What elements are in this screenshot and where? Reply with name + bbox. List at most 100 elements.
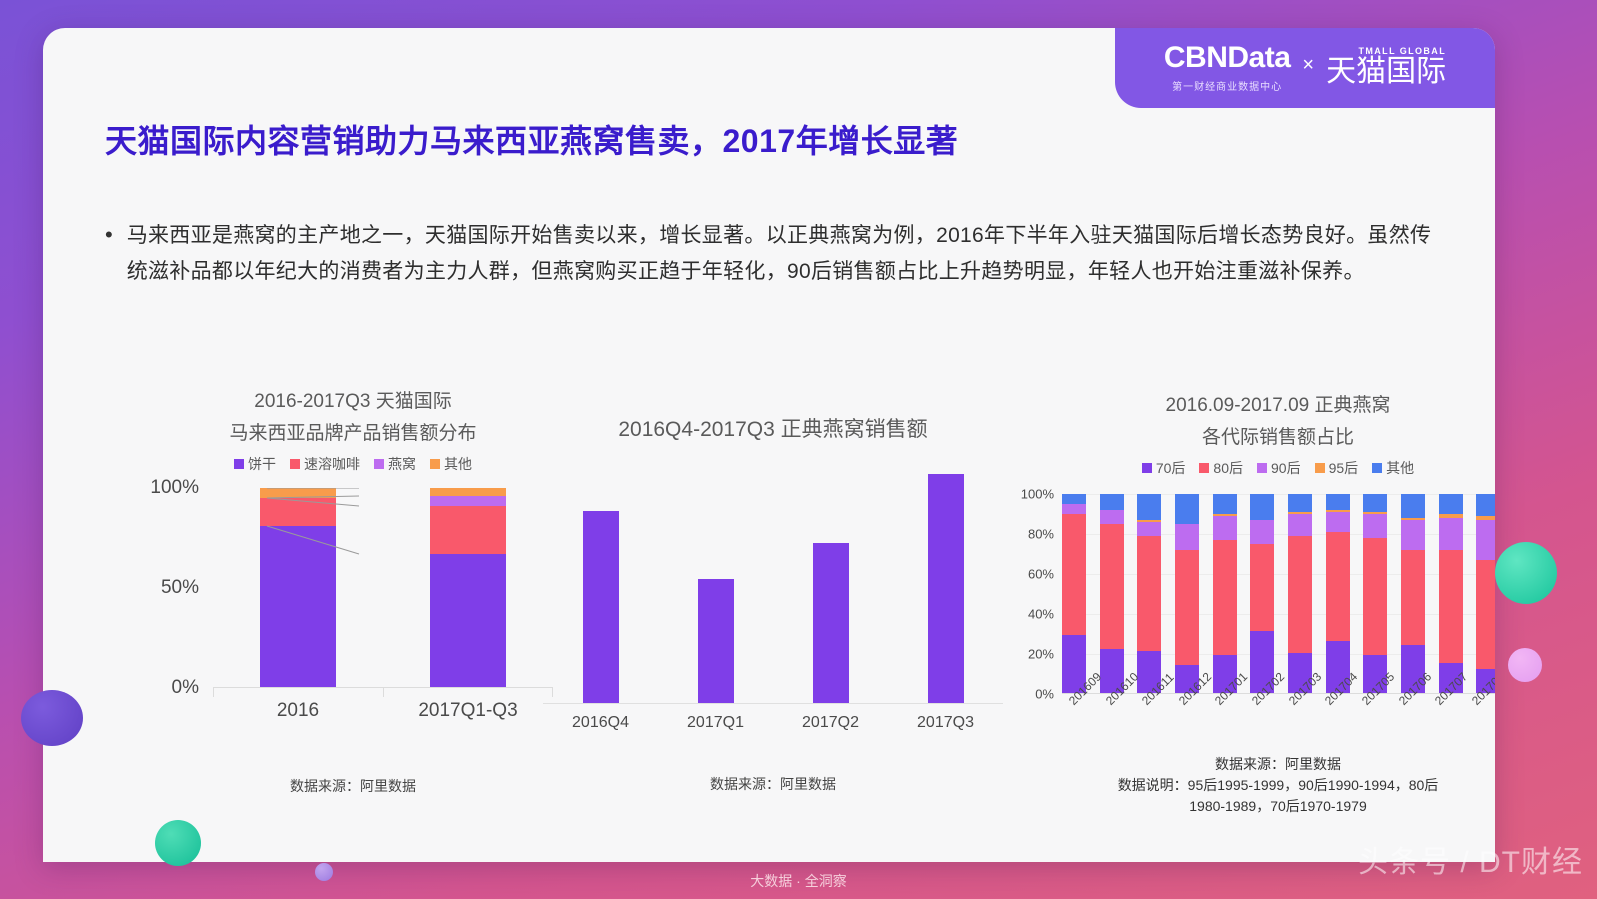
chart1-title-line2: 马来西亚品牌产品销售额分布 (229, 423, 477, 444)
chart3-bar-segment (1363, 655, 1388, 693)
legend-label: 燕窝 (388, 456, 416, 472)
chart2-column (551, 474, 651, 703)
slide-card: CBNData 第一财经商业数据中心 × TMALL GLOBAL 天猫国际 天… (43, 28, 1495, 862)
chart3-bar-segment (1062, 635, 1086, 693)
chart3-gridline (1062, 534, 1495, 535)
chart2-column (896, 474, 996, 703)
chart3-note-line2: 1980-1989，70后1970-1979 (1189, 798, 1367, 814)
chart2-x-axis-labels: 2016Q4 2017Q1 2017Q2 2017Q3 (543, 714, 1003, 732)
legend-swatch-icon (290, 459, 300, 469)
chart3-bar-segment (1363, 494, 1388, 512)
chart3-bar-segment (1250, 519, 1275, 544)
chart3-source: 数据来源：阿里数据 (1215, 756, 1341, 772)
chart3-bar-segment (1287, 513, 1312, 536)
chart3-stacked-bar (1174, 494, 1199, 693)
brand-x-separator: × (1302, 53, 1315, 76)
chart3-bar-segment (1363, 537, 1388, 656)
chart3-bar-segment (1212, 494, 1237, 514)
chart3-bar-segment (1137, 494, 1162, 520)
chart1-bar-segment (430, 505, 506, 554)
legend-item: 速溶咖啡 (290, 454, 360, 474)
chart1-y-tick: 100% (150, 477, 199, 498)
summary-bullet-text: 马来西亚是燕窝的主产地之一，天猫国际开始售卖以来，增长显著。以正典燕窝为例，20… (126, 224, 1432, 283)
chart3-bar-segment (1137, 521, 1162, 536)
decorative-circle-pink-right (1508, 648, 1542, 682)
chart1-bar-segment (430, 553, 506, 687)
chart2-column (666, 474, 766, 703)
chart3-bar-segment (1212, 655, 1237, 693)
legend-swatch-icon (1199, 463, 1210, 473)
chart3-bar-segment (1099, 649, 1124, 693)
chart3-y-tick: 60% (1027, 566, 1054, 582)
chart3-bar-segment (1174, 549, 1199, 666)
chart3-bar-segment (1250, 631, 1275, 693)
chart3-gridline (1062, 614, 1495, 615)
watermark: 头条号 / DT财经 (1358, 846, 1583, 879)
chart2-x-label: 2017Q2 (802, 714, 859, 731)
chart3-stacked-bar (1062, 494, 1086, 693)
chart2-x-label: 2017Q1 (687, 714, 744, 731)
chart2-bar (812, 542, 849, 703)
decorative-circle-teal-right (1495, 542, 1557, 604)
chart3-bar-segment (1174, 494, 1199, 524)
legend-item: 90后 (1257, 458, 1301, 478)
legend-swatch-icon (1314, 463, 1325, 473)
brand-header: CBNData 第一财经商业数据中心 × TMALL GLOBAL 天猫国际 (1115, 28, 1495, 108)
chart2-bar (927, 474, 964, 703)
chart3-stacked-bar (1476, 494, 1495, 693)
tmall-global-logo: TMALL GLOBAL 天猫国际 (1326, 46, 1446, 87)
chart1-x-axis-labels: 2016 2017Q1-Q3 (213, 700, 553, 722)
legend-label: 90后 (1271, 460, 1301, 476)
page-title: 天猫国际内容营销助力马来西亚燕窝售卖，2017年增长显著 (105, 123, 959, 159)
chart3-bar-segment (1287, 494, 1312, 512)
chart3-bar-segment (1438, 549, 1463, 664)
chart3-bar-segment (1476, 515, 1495, 520)
chart3-bar-segment (1062, 513, 1086, 636)
chart3-bar-segment (1476, 494, 1495, 516)
chart3-stacked-bar (1250, 494, 1275, 693)
chart3-bar-segment (1400, 494, 1425, 518)
chart3-bar-segment (1174, 665, 1199, 693)
chart2-source: 数据来源：阿里数据 (710, 776, 836, 792)
chart1-x-label: 2017Q1-Q3 (418, 700, 518, 721)
chart3-bar-segment (1099, 494, 1124, 510)
chart3-x-axis-labels: 201609 201610 201611 201612 201701 201702 2017… (1062, 670, 1495, 754)
chart2-title: 2016Q4-2017Q3 正典燕窝销售额 (618, 418, 928, 441)
chart3-bar-segment (1438, 494, 1463, 514)
chart1-bar-segment (430, 495, 506, 506)
chart1-plot: 0% 50% 100% 2016 2017Q1-Q3 (143, 477, 563, 721)
tmall-global-logo-english: TMALL GLOBAL (1358, 45, 1447, 56)
chart3-bar-segment (1250, 543, 1275, 632)
chart3-bar-segment (1250, 494, 1275, 520)
chart3-bar-segment (1137, 651, 1162, 693)
chart3-bar-segment (1438, 663, 1463, 693)
chart3-stacked-bar (1212, 494, 1237, 693)
legend-item: 其他 (1372, 458, 1414, 478)
decorative-circle-teal-left (155, 820, 201, 866)
chart3-bar-segment (1137, 519, 1162, 522)
chart3-y-tick: 0% (1035, 686, 1054, 702)
chart1-source: 数据来源：阿里数据 (290, 778, 416, 794)
chart2-column (781, 474, 881, 703)
legend-label: 70后 (1155, 460, 1186, 476)
chart2-x-label: 2016Q4 (572, 714, 629, 731)
chart3-bar-segment (1400, 645, 1425, 693)
chart3-y-tick: 40% (1027, 606, 1054, 622)
chart3-stacked-bar (1287, 494, 1312, 693)
legend-swatch-icon (1141, 463, 1152, 473)
cbndata-logo-text: CBNData (1163, 41, 1291, 74)
chart1-bars (213, 488, 553, 688)
chart1-bar-segment (260, 488, 336, 498)
chart3-bar-segment (1363, 513, 1388, 538)
legend-swatch-icon (1257, 463, 1267, 473)
chart3-bar-segment (1438, 513, 1463, 518)
chart-malaysia-brand-sales-distribution: 2016-2017Q3 天猫国际 马来西亚品牌产品销售额分布 饼干 速溶咖啡 燕窝 其… (143, 386, 563, 796)
chart3-bar-segment (1476, 559, 1495, 670)
chart3-bar-segment (1287, 511, 1312, 514)
chart2-bar (582, 510, 619, 703)
chart1-title-line1: 2016-2017Q3 天猫国际 (254, 391, 452, 412)
chart3-gridline (1062, 654, 1495, 655)
charts-area: 2016-2017Q3 天猫国际 马来西亚品牌产品销售额分布 饼干 速溶咖啡 燕窝 其… (43, 376, 1495, 856)
legend-label: 其他 (444, 456, 472, 472)
legend-swatch-icon (234, 459, 244, 469)
